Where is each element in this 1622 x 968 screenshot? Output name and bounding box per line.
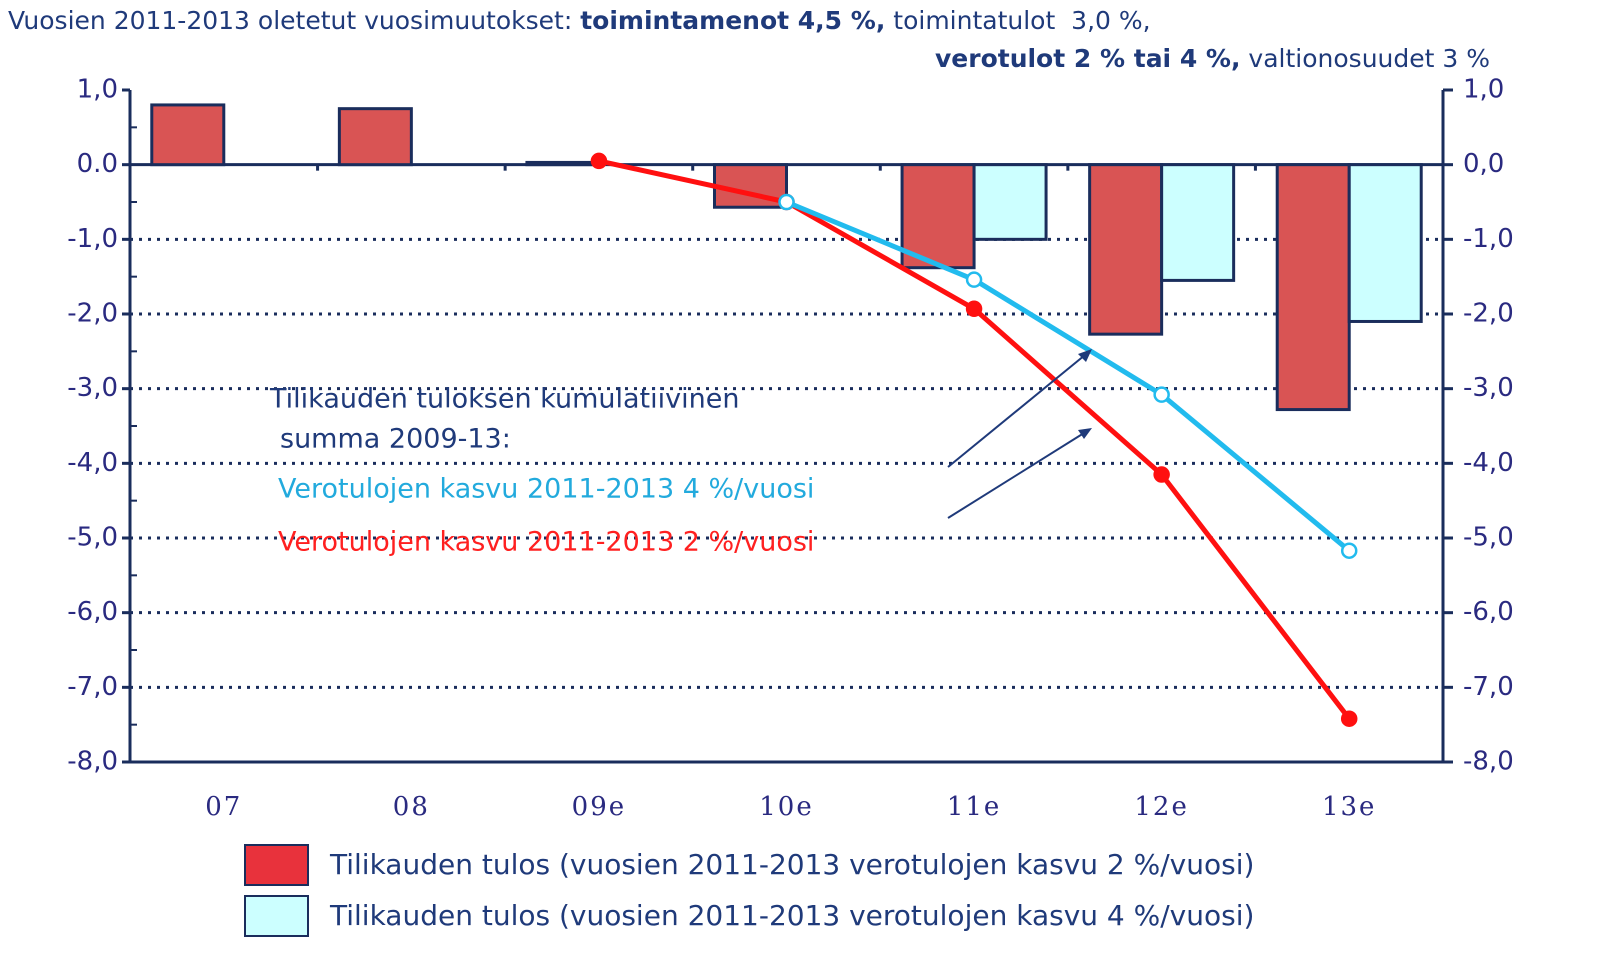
chart-title: verotulot 2 % tai 4 %, valtionosuudet 3 … [935,44,1490,73]
bar [1088,163,1164,336]
x-tick-label: 11e [947,792,1001,822]
x-tick-label: 07 [205,792,242,822]
annotation: Tilikauden tuloksen kumulatiivinen [269,384,739,415]
y-tick-label: -1,0 [67,224,118,254]
line [785,199,1351,553]
annotation: Verotulojen kasvu 2011-2013 4 %/vuosi [278,474,814,505]
line-marker [778,193,795,211]
x-tick-label: 08 [393,792,430,822]
x-tick-label: 12e [1134,792,1188,822]
y-tick-label: -3,0 [67,373,118,403]
y2-tick-label: -8,0 [1463,747,1514,777]
bar [1347,163,1423,323]
y2-tick-label: -1,0 [1463,224,1514,254]
annotation: Verotulojen kasvu 2011-2013 2 %/vuosi [278,527,814,558]
annotation-arrows [947,349,1092,519]
line-marker [965,271,983,288]
title-part: valtionosuudet 3 % [1240,44,1490,73]
y-tick-label: 1,0 [77,75,118,105]
y2-tick-label: -3,0 [1463,373,1514,403]
legend-label: Tilikauden tulos (vuosien 2011-2013 vero… [329,899,1254,932]
line-marker [1153,466,1170,483]
y-tick-label: -7,0 [67,672,118,702]
y-tick-label: 0.0 [77,149,118,179]
x-tick-label: 10e [759,792,813,822]
y2-tick-label: -7,0 [1463,672,1514,702]
y2-tick-label: 0,0 [1463,149,1504,179]
bar [900,163,976,270]
arrow-head [1078,349,1092,362]
bar [337,107,413,167]
bar [525,160,601,167]
y-tick-label: -2,0 [67,299,118,329]
title-part: toimintatulot 3,0 %, [885,6,1150,35]
y-tick-label: -5,0 [67,523,118,553]
y-tick-label: -8,0 [67,747,118,777]
x-tick-label: 09e [572,792,626,822]
arrow [947,432,1085,519]
y2-tick-label: -2,0 [1463,299,1514,329]
bar [972,163,1048,241]
line-marker [1340,710,1358,727]
bar [1275,163,1351,412]
legend-label: Tilikauden tulos (vuosien 2011-2013 vero… [329,848,1254,881]
arrow-head [1078,428,1092,439]
y2-tick-label: -4,0 [1463,448,1514,478]
y-tick-label: -4,0 [67,448,118,478]
line-marker [1340,542,1358,559]
annotation: summa 2009-13: [280,424,511,455]
legend-swatch [244,844,309,886]
x-tick-label: 13e [1322,792,1376,822]
title-part: Vuosien 2011-2013 oletetut vuosimuutokse… [8,6,580,35]
arrow [947,354,1086,468]
y2-tick-label: 1,0 [1463,75,1504,105]
title-part: toimintamenot 4,5 %, [580,6,885,35]
bar [150,103,226,167]
y2-tick-label: -5,0 [1463,523,1514,553]
legend-swatch [244,895,309,937]
y-tick-label: -6,0 [67,597,118,627]
chart-title: Vuosien 2011-2013 oletetut vuosimuutokse… [8,6,1151,35]
line-marker [1153,386,1170,403]
line-marker [590,152,608,170]
line-marker [965,300,983,318]
title-part: verotulot 2 % tai 4 %, [935,44,1241,73]
y2-tick-label: -6,0 [1463,597,1514,627]
bar [1160,163,1236,282]
